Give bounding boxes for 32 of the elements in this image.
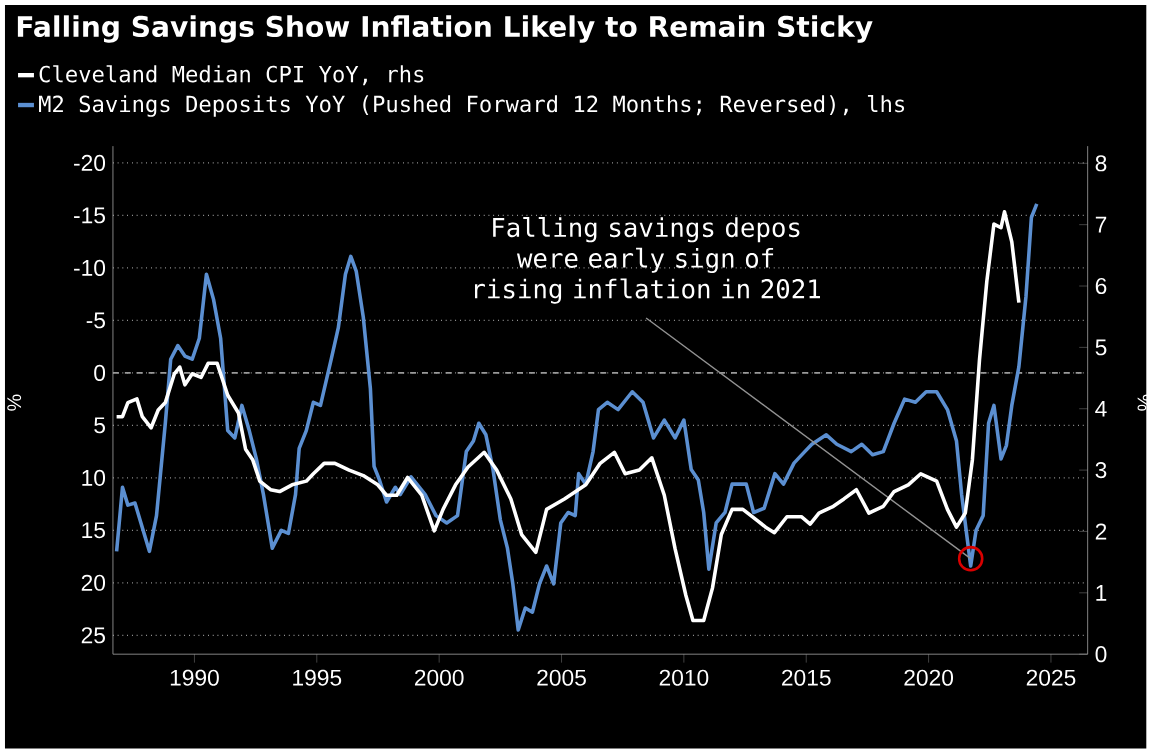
y-tick-label: -10 <box>74 260 106 277</box>
y-tick-label: -20 <box>74 155 106 172</box>
x-tick-label: 1995 <box>293 669 342 686</box>
y2-tick-label: 6 <box>1095 278 1107 295</box>
x-tick-label: 2020 <box>904 669 954 686</box>
y-tick-label: 25 <box>81 627 105 644</box>
y2-tick-label: 5 <box>1095 339 1107 356</box>
y2-tick-label: 7 <box>1095 217 1107 233</box>
y2-tick-label: 4 <box>1095 401 1107 417</box>
y-tick-label: -5 <box>86 312 105 329</box>
legend-label: Cleveland Median CPI YoY, rhs <box>39 65 424 86</box>
x-tick-label: 2000 <box>414 669 464 686</box>
x-tick-label: 2010 <box>659 669 709 686</box>
legend-label: M2 Savings Deposits YoY (Pushed Forward 12 Months; Reversed), lhs <box>39 95 905 117</box>
y-tick-label: 5 <box>94 417 105 434</box>
y-tick-label: 0 <box>94 365 106 382</box>
y-axis-title: % <box>7 394 22 411</box>
annotation: Falling savings depos were early sign of rising inflation in 2021 <box>475 217 820 304</box>
y-tick-label: -15 <box>74 207 105 224</box>
y2-tick-label: 8 <box>1095 155 1107 172</box>
y2-tick-label: 2 <box>1095 523 1107 540</box>
y2-tick-label: 1 <box>1096 585 1107 601</box>
y-tick-label: 10 <box>82 469 106 487</box>
x-tick-label: 2025 <box>1026 669 1076 686</box>
y2-tick-label: 3 <box>1095 462 1107 479</box>
y2-tick-label: 0 <box>1095 646 1107 663</box>
y-tick-label: 20 <box>81 574 106 592</box>
y-tick-label: 15 <box>82 522 105 539</box>
x-tick-label: 2005 <box>537 669 586 686</box>
x-tick-label: 1990 <box>170 669 219 686</box>
x-tick-label: 2015 <box>782 669 831 686</box>
chart-title: Falling Savings Show Inflation Likely to Remain Sticky <box>17 15 873 43</box>
